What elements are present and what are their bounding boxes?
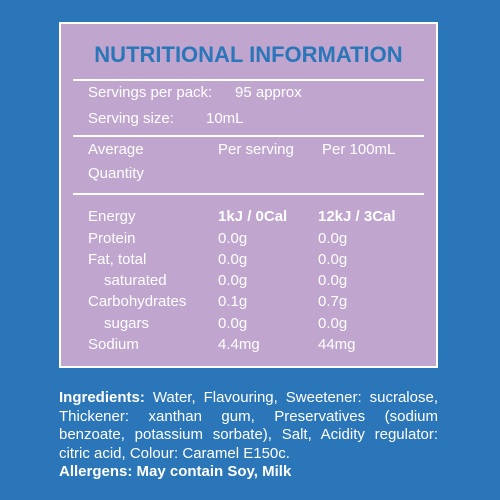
fat-per-100ml: 0.0g bbox=[318, 251, 348, 268]
energy-per-serving: 1kJ / 0Cal bbox=[218, 208, 288, 225]
row-label-saturated: saturated bbox=[104, 272, 167, 289]
ingredients-label: Ingredients: bbox=[59, 389, 145, 406]
row-label-energy: Energy bbox=[88, 208, 136, 225]
carbohydrates-per-serving: 0.1g bbox=[218, 293, 248, 310]
header-average: Average bbox=[88, 141, 144, 158]
panel-title: NUTRITIONAL INFORMATION bbox=[94, 42, 403, 67]
allergens-label: Allergens: bbox=[59, 463, 133, 481]
divider bbox=[73, 193, 424, 195]
servings-per-pack-label: Servings per pack: bbox=[88, 84, 213, 101]
sodium-per-100ml: 44mg bbox=[318, 336, 356, 353]
serving-size-value: 10mL bbox=[206, 110, 244, 127]
row-label-sugars: sugars bbox=[104, 315, 150, 332]
header-per-100ml: Per 100mL bbox=[322, 141, 396, 158]
servings-per-pack-value: 95 approx bbox=[235, 84, 302, 101]
divider bbox=[73, 135, 424, 137]
protein-per-serving: 0.0g bbox=[218, 230, 248, 247]
carbohydrates-per-100ml: 0.7g bbox=[318, 293, 348, 310]
nutrition-panel: NUTRITIONAL INFORMATION Servings per pac… bbox=[59, 22, 438, 368]
row-label-sodium: Sodium bbox=[88, 336, 139, 353]
header-per-serving: Per serving bbox=[218, 141, 294, 158]
allergens-text: May contain Soy, Milk bbox=[136, 463, 292, 481]
sodium-per-serving: 4.4mg bbox=[218, 336, 260, 353]
ingredients-text: Water, Flavouring, Sweetener: sucralose,… bbox=[59, 389, 438, 462]
protein-per-100ml: 0.0g bbox=[318, 230, 348, 247]
fat-per-serving: 0.0g bbox=[218, 251, 248, 268]
header-quantity: Quantity bbox=[88, 165, 144, 182]
serving-size-label: Serving size: bbox=[88, 110, 174, 127]
sugars-per-serving: 0.0g bbox=[218, 315, 248, 332]
sugars-per-100ml: 0.0g bbox=[318, 315, 348, 332]
divider bbox=[73, 79, 424, 81]
row-label-carbohydrates: Carbohydrates bbox=[88, 293, 187, 310]
energy-per-100ml: 12kJ / 3Cal bbox=[318, 208, 396, 225]
saturated-per-100ml: 0.0g bbox=[318, 272, 348, 289]
row-label-fat-total: Fat, total bbox=[88, 251, 147, 268]
saturated-per-serving: 0.0g bbox=[218, 272, 248, 289]
row-label-protein: Protein bbox=[88, 230, 136, 247]
ingredients-block: Ingredients: Water, Flavouring, Sweetene… bbox=[59, 389, 438, 482]
